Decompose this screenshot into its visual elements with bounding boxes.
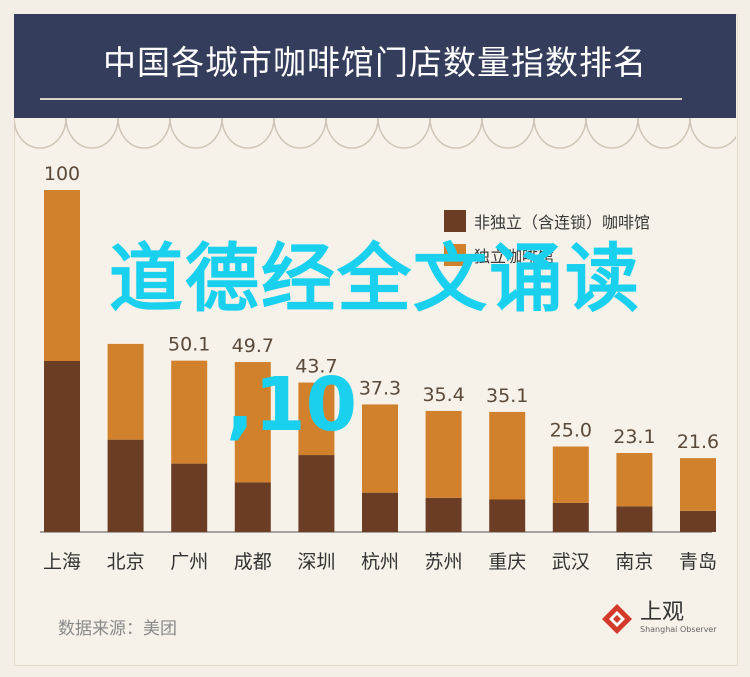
category-label: 青岛 — [679, 551, 717, 573]
chart-card — [14, 14, 738, 666]
bar-independent — [489, 411, 526, 500]
bar-independent — [107, 343, 144, 440]
legend-swatch-independent — [444, 244, 466, 266]
bar-independent — [44, 190, 80, 361]
logo-icon — [602, 604, 632, 634]
overlay-number: ,10 — [226, 362, 358, 448]
scallop-arc — [65, 118, 119, 149]
chart-legend: 非独立（含连锁）咖啡馆 独立咖啡馆 — [444, 204, 650, 272]
bar-dependent — [362, 492, 398, 532]
bar-independent — [552, 446, 589, 503]
bar-dependent — [616, 506, 653, 532]
bar-independent — [425, 410, 462, 498]
logo-subtitle: Shanghai Observer — [640, 625, 717, 635]
bar-independent — [234, 362, 271, 483]
bar-dependent — [425, 497, 462, 532]
chart-header: 中国各城市咖啡馆门店数量指数排名 — [14, 14, 736, 118]
scallop-arc — [117, 118, 171, 149]
bar-dependent — [489, 499, 526, 532]
bar-total-label: 35.1 — [486, 385, 528, 407]
scallop-arc — [533, 118, 587, 149]
scallop-arc — [273, 118, 327, 149]
category-label: 北京 — [107, 551, 145, 573]
chart-title: 中国各城市咖啡馆门店数量指数排名 — [103, 43, 647, 82]
header-divider — [40, 98, 682, 100]
bar-dependent — [44, 361, 80, 532]
category-label: 重庆 — [488, 551, 526, 573]
bar-total-label: 100 — [44, 163, 80, 185]
category-label: 广州 — [170, 551, 208, 573]
bar-total-label: 50.1 — [168, 334, 210, 356]
category-label: 武汉 — [552, 551, 590, 573]
bar-dependent — [680, 510, 716, 532]
category-label: 苏州 — [425, 551, 463, 573]
logo-name: 上观 — [640, 600, 685, 626]
bar-total-label: 37.3 — [359, 377, 401, 399]
bar-independent — [298, 382, 335, 456]
bar-total-label: 49.7 — [232, 335, 274, 357]
scallop-arc — [169, 118, 223, 149]
bar-total-label: 35.4 — [422, 384, 464, 406]
scallop-arc — [14, 118, 67, 149]
legend-label-independent: 独立咖啡馆 — [474, 247, 555, 266]
scallop-border — [14, 118, 736, 149]
scallop-arc — [325, 118, 379, 149]
legend-item-dependent: 非独立（含连锁）咖啡馆 — [444, 204, 650, 238]
bar-dependent — [298, 455, 335, 532]
legend-swatch-dependent — [444, 210, 466, 232]
publisher-logo: 上观 Shanghai Observer — [600, 602, 717, 636]
scallop-arc — [637, 118, 691, 149]
scallop-arc — [429, 118, 483, 149]
bar-total-label: 21.6 — [677, 431, 719, 453]
bar-total-label: 25.0 — [550, 420, 592, 442]
scallop-arc — [481, 118, 535, 149]
category-label: 深圳 — [297, 551, 335, 573]
category-label: 杭州 — [361, 551, 399, 573]
bar-independent — [171, 360, 208, 464]
bar-dependent — [552, 502, 589, 532]
scallop-arc — [377, 118, 431, 149]
legend-label-dependent: 非独立（含连锁）咖啡馆 — [474, 213, 651, 232]
bar-independent — [616, 452, 653, 507]
category-label: 成都 — [234, 551, 272, 573]
bar-dependent — [171, 463, 208, 532]
overlay-text: 道德经全文诵读 — [109, 236, 641, 322]
data-source: 数据来源：美团 — [58, 619, 177, 639]
bar-dependent — [107, 439, 144, 532]
category-label: 南京 — [615, 551, 653, 573]
bar-total-label: 23.1 — [613, 426, 655, 448]
scallop-arc — [221, 118, 275, 149]
legend-item-independent: 独立咖啡馆 — [444, 238, 650, 272]
bar-independent — [680, 458, 716, 511]
scallop-arc — [585, 118, 639, 149]
bar-dependent — [234, 482, 271, 532]
scallop-arc — [689, 118, 736, 149]
bar-independent — [362, 404, 398, 493]
logo-text: 上观 Shanghai Observer — [640, 602, 717, 635]
bar-total-label: 43.7 — [295, 356, 337, 378]
category-label: 上海 — [43, 551, 81, 573]
